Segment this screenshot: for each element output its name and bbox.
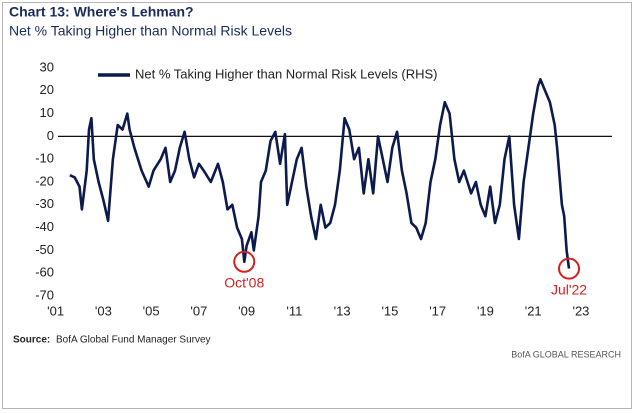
y-tick-label: 30 [40, 59, 54, 74]
x-tick-label: '03 [95, 303, 112, 318]
frame [2, 2, 632, 409]
annotation-label: Jul'22 [551, 281, 587, 297]
x-tick-label: '01 [47, 303, 64, 318]
source-label: Source: [13, 335, 50, 346]
y-tick-label: -10 [35, 151, 54, 166]
x-tick-label: '07 [190, 303, 207, 318]
chart-title: Chart 13: Where's Lehman? [9, 4, 194, 20]
y-tick-label: -20 [35, 173, 54, 188]
x-tick-label: '05 [143, 303, 160, 318]
x-tick-label: '15 [381, 303, 398, 318]
branding: BofA GLOBAL RESEARCH [511, 349, 621, 359]
y-tick-label: -60 [35, 265, 54, 280]
x-tick-label: '09 [238, 303, 255, 318]
y-tick-label: -70 [35, 287, 54, 302]
legend-label: Net % Taking Higher than Normal Risk Lev… [135, 66, 437, 81]
y-tick-label: 0 [47, 128, 54, 143]
y-tick-label: -50 [35, 242, 54, 257]
y-tick-label: 20 [40, 82, 54, 97]
y-tick-label: -40 [35, 219, 54, 234]
x-tick-label: '11 [286, 303, 302, 318]
annotation-label: Oct'08 [224, 275, 264, 291]
annotation-circle [558, 257, 581, 280]
x-tick-label: '19 [477, 303, 494, 318]
x-tick-label: '17 [429, 303, 446, 318]
series-line [69, 78, 571, 269]
y-tick-label: 10 [40, 105, 54, 120]
x-tick-label: '21 [525, 303, 542, 318]
x-tick-label: '23 [572, 303, 589, 318]
y-tick-label: -30 [35, 196, 54, 211]
annotation-circle [233, 250, 256, 273]
chart-subtitle: Net % Taking Higher than Normal Risk Lev… [9, 23, 292, 39]
x-tick-label: '13 [334, 303, 351, 318]
source-text: BofA Global Fund Manager Survey [56, 335, 211, 346]
